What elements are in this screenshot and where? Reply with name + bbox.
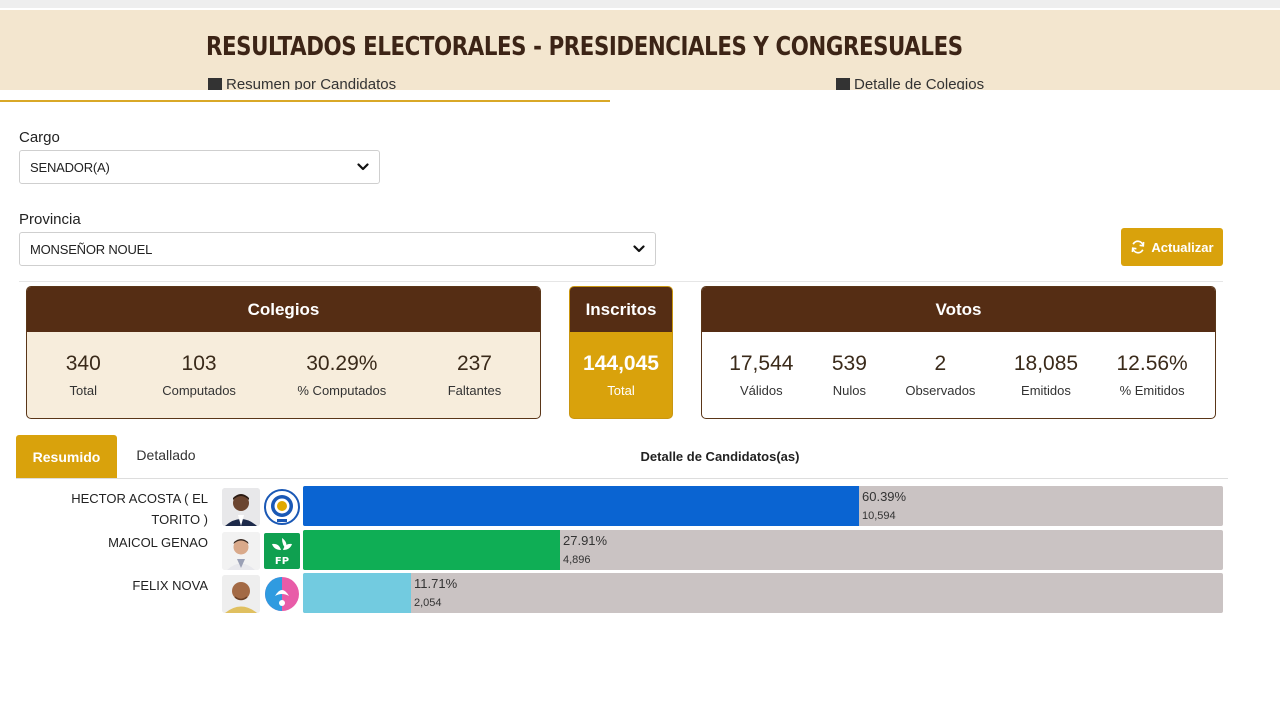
stat-value: 340 <box>65 352 101 375</box>
svg-text:FP: FP <box>275 556 289 567</box>
stat-colegios-pct-computados: 30.29% % Computados <box>297 352 386 398</box>
stat-label: Faltantes <box>447 383 502 398</box>
pld-party-logo-icon <box>264 576 300 612</box>
vote-percent: 27.91% <box>563 533 608 548</box>
page-title: RESULTADOS ELECTORALES - PRESIDENCIALES … <box>206 32 963 62</box>
vote-bar-fill <box>303 573 411 613</box>
stat-colegios-total: 340 Total <box>66 352 101 398</box>
candidate-name: MAICOL GENAO <box>108 535 208 550</box>
stat-votos-emitidos: 18,085 Emitidos <box>1014 352 1078 398</box>
vote-bar-fill <box>303 530 560 570</box>
stat-label: % Emitidos <box>1119 383 1185 398</box>
tab-detalle-colegios[interactable]: Detalle de Colegios <box>836 76 984 90</box>
provincia-label: Provincia <box>19 211 81 228</box>
stat-value: 103 <box>181 352 217 375</box>
tab-detalle-label: Detalle de Colegios <box>854 76 985 90</box>
stat-value: 237 <box>456 352 492 375</box>
candidate-row-felix-nova: FELIX NOVA 11.71% 2,054 <box>0 573 1280 615</box>
stat-value: 12.56% <box>1116 352 1188 375</box>
tab-resumen-label: Resumen por Candidatos <box>226 76 397 90</box>
vote-bar-track: 27.91% 4,896 <box>303 530 1223 570</box>
active-tab-underline <box>0 100 610 102</box>
refresh-icon <box>1132 240 1145 254</box>
votos-panel: Votos 17,544 Válidos 539 Nulos 2 Observados… <box>701 286 1216 419</box>
fp-party-logo-icon: FP <box>264 533 300 569</box>
candidate-avatar <box>222 532 260 570</box>
stat-label: Nulos <box>832 383 866 398</box>
vote-bar-track: 60.39% 10,594 <box>303 486 1223 526</box>
stat-label: % Computados <box>297 383 387 398</box>
vote-bar-track: 11.71% 2,054 <box>303 573 1223 613</box>
stat-votos-validos: 17,544 Válidos <box>729 352 793 398</box>
detalle-candidatos-title: Detalle de Candidatos(as) <box>640 449 800 464</box>
header-banner: RESULTADOS ELECTORALES - PRESIDENCIALES … <box>0 10 1280 90</box>
cargo-select[interactable]: SENADOR(A) <box>19 150 380 184</box>
stat-value: 539 <box>831 352 867 375</box>
cargo-value: SENADOR(A) <box>30 159 110 175</box>
colegios-title: Colegios <box>27 287 540 332</box>
stat-value: 2 <box>934 352 947 375</box>
actualizar-button[interactable]: Actualizar <box>1121 228 1223 266</box>
vote-count: 10,594 <box>862 510 896 522</box>
actualizar-label: Actualizar <box>1151 239 1214 255</box>
votos-title: Votos <box>702 287 1215 332</box>
stat-value: 17,544 <box>729 352 794 375</box>
inscritos-title: Inscritos <box>570 287 672 332</box>
divider <box>19 281 1223 282</box>
stat-label: Computados <box>162 383 236 398</box>
inscritos-panel: Inscritos 144,045 Total <box>569 286 673 419</box>
vote-percent: 11.71% <box>414 576 458 591</box>
tab-detallado[interactable]: Detallado <box>136 447 196 463</box>
stat-label: Total <box>69 383 97 398</box>
candidate-name: FELIX NOVA <box>132 578 208 593</box>
chevron-down-icon <box>633 245 645 253</box>
stat-colegios-computados: 103 Computados <box>162 352 236 398</box>
stat-votos-observados: 2 Observados <box>905 352 975 398</box>
tab-resumido[interactable]: Resumido <box>16 435 117 478</box>
vote-count: 2,054 <box>414 597 442 609</box>
provincia-select[interactable]: MONSEÑOR NOUEL <box>19 232 656 266</box>
stat-votos-nulos: 539 Nulos <box>832 352 867 398</box>
stat-votos-pct-emitidos: 12.56% % Emitidos <box>1117 352 1188 398</box>
stat-value: 144,045 <box>583 352 659 375</box>
chevron-down-icon <box>357 163 369 171</box>
candidate-avatar <box>222 575 260 613</box>
stat-colegios-faltantes: 237 Faltantes <box>448 352 501 398</box>
chart-icon <box>836 78 850 90</box>
candidate-avatar <box>222 488 260 526</box>
vote-percent: 60.39% <box>862 489 907 504</box>
prm-party-logo-icon <box>264 489 300 525</box>
candidate-row-maicol-genao: MAICOL GENAO FP 27.91% 4,896 <box>0 530 1280 572</box>
stat-value: 18,085 <box>1013 352 1079 375</box>
vote-bar-fill <box>303 486 859 526</box>
stat-label: Total <box>607 383 635 398</box>
stat-label: Emitidos <box>1021 383 1071 398</box>
stat-label: Observados <box>905 383 976 398</box>
top-strip <box>0 0 1280 8</box>
list-icon <box>208 78 222 90</box>
vote-count: 4,896 <box>563 554 591 566</box>
provincia-value: MONSEÑOR NOUEL <box>30 241 153 257</box>
cargo-label: Cargo <box>19 129 60 146</box>
candidate-name: HECTOR ACOSTA ( EL TORITO ) <box>71 491 208 527</box>
stat-value: 30.29% <box>306 352 378 375</box>
stat-inscritos-total: 144,045 Total <box>583 352 659 398</box>
tab-resumen-candidatos[interactable]: Resumen por Candidatos <box>208 76 396 90</box>
colegios-panel: Colegios 340 Total 103 Computados 30.29% % … <box>26 286 541 419</box>
candidate-row-hector-acosta: HECTOR ACOSTA ( EL TORITO ) 60.39% 10,59… <box>0 486 1280 528</box>
stat-label: Válidos <box>740 383 783 398</box>
tabs-divider <box>16 478 1228 479</box>
